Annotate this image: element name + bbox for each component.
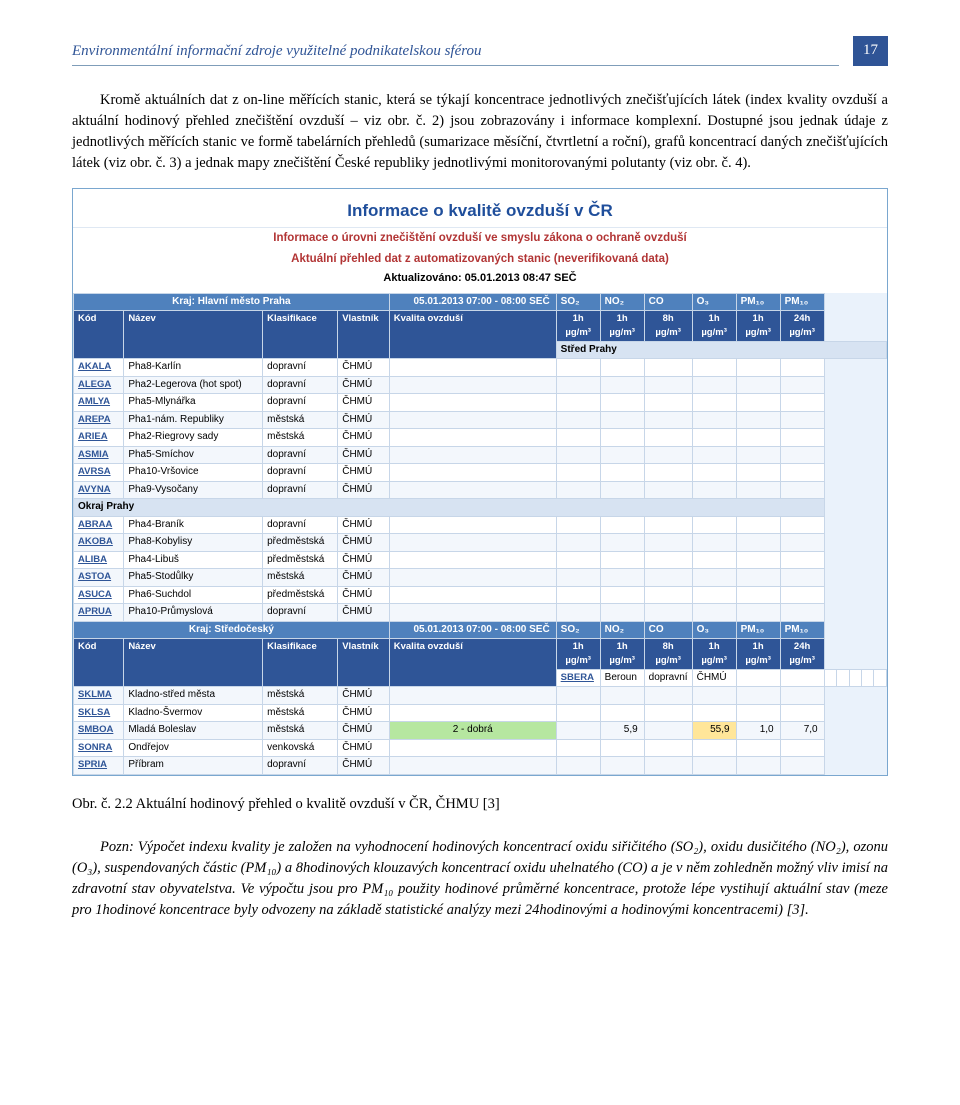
figure-caption: Obr. č. 2.2 Aktuální hodinový přehled o …: [72, 794, 888, 815]
page-number: 17: [853, 36, 888, 66]
table-row: ASTOA Pha5-Stodůlky městská ČHMÚ: [74, 569, 887, 587]
table-row: SKLMA Kladno-střed města městská ČHMÚ: [74, 687, 887, 705]
region-header: Kraj: Hlavní město Praha 05.01.2013 07:0…: [74, 293, 887, 311]
station-code-link[interactable]: AVYNA: [78, 484, 111, 495]
table-row: ABRAA Pha4-Braník dopravní ČHMÚ: [74, 516, 887, 534]
column-header: Kód Název Klasifikace Vlastník Kvalita o…: [74, 639, 887, 670]
running-header: Environmentální informační zdroje využit…: [72, 36, 888, 66]
region-header: Kraj: Středočeský 05.01.2013 07:00 - 08:…: [74, 621, 887, 639]
station-code-link[interactable]: SPRIA: [78, 759, 107, 770]
table-row: ASUCA Pha6-Suchdol předměstská ČHMÚ: [74, 586, 887, 604]
table-row: ASMIA Pha5-Smíchov dopravní ČHMÚ: [74, 446, 887, 464]
station-code-link[interactable]: SMBOA: [78, 724, 113, 735]
station-code-link[interactable]: AREPA: [78, 414, 111, 425]
station-code-link[interactable]: AVRSA: [78, 466, 111, 477]
table-row: SMBOA Mladá Boleslav městská ČHMÚ 2 - do…: [74, 722, 887, 740]
station-code-link[interactable]: AKALA: [78, 361, 111, 372]
table-row: AREPA Pha1-nám. Republiky městská ČHMÚ: [74, 411, 887, 429]
station-code-link[interactable]: ARIEA: [78, 431, 108, 442]
table-row: AMLYA Pha5-Mlynářka dopravní ČHMÚ: [74, 394, 887, 412]
table-row: AKOBA Pha8-Kobylisy předměstská ČHMÚ: [74, 534, 887, 552]
figure-updated: Aktualizováno: 05.01.2013 08:47 SEČ: [73, 270, 887, 293]
footnote: Pozn: Výpočet indexu kvality je založen …: [72, 837, 888, 921]
station-code-link[interactable]: SONRA: [78, 742, 112, 753]
figure-title: Informace o kvalitě ovzduší v ČR: [73, 189, 887, 229]
table-row: SKLSA Kladno-Švermov městská ČHMÚ: [74, 704, 887, 722]
subregion-row: Okraj Prahy: [74, 499, 887, 517]
station-code-link[interactable]: ABRAA: [78, 519, 112, 530]
table-row: AVRSA Pha10-Vršovice dopravní ČHMÚ: [74, 464, 887, 482]
table-row: SONRA Ondřejov venkovská ČHMÚ: [74, 739, 887, 757]
table-row: SPRIA Příbram dopravní ČHMÚ: [74, 757, 887, 775]
air-quality-table: Kraj: Hlavní město Praha 05.01.2013 07:0…: [73, 293, 887, 775]
station-code-link[interactable]: AKOBA: [78, 536, 113, 547]
station-code-link[interactable]: SKLMA: [78, 689, 112, 700]
table-row: AVYNA Pha9-Vysočany dopravní ČHMÚ: [74, 481, 887, 499]
table-row: ARIEA Pha2-Riegrovy sady městská ČHMÚ: [74, 429, 887, 447]
station-code-link[interactable]: SKLSA: [78, 707, 110, 718]
header-title: Environmentální informační zdroje využit…: [72, 41, 839, 66]
figure-2-2: Informace o kvalitě ovzduší v ČR Informa…: [72, 188, 888, 776]
figure-subtitle-2: Aktuální přehled dat z automatizovaných …: [73, 249, 887, 270]
table-row: APRUA Pha10-Průmyslová dopravní ČHMÚ: [74, 604, 887, 622]
figure-subtitle-1: Informace o úrovni znečištění ovzduší ve…: [73, 228, 887, 249]
paragraph-1: Kromě aktuálních dat z on-line měřících …: [72, 90, 888, 174]
table-row: AKALA Pha8-Karlín dopravní ČHMÚ: [74, 359, 887, 377]
table-row: ALEGA Pha2-Legerova (hot spot) dopravní …: [74, 376, 887, 394]
station-code-link[interactable]: ALEGA: [78, 379, 111, 390]
station-code-link[interactable]: ASMIA: [78, 449, 109, 460]
station-code-link[interactable]: APRUA: [78, 606, 112, 617]
station-code-link[interactable]: ASTOA: [78, 571, 111, 582]
station-code-link[interactable]: ASUCA: [78, 589, 112, 600]
station-code-link[interactable]: ALIBA: [78, 554, 107, 565]
station-code-link[interactable]: SBERA: [561, 672, 594, 683]
table-row: ALIBA Pha4-Libuš předměstská ČHMÚ: [74, 551, 887, 569]
column-header: Kód Název Klasifikace Vlastník Kvalita o…: [74, 311, 887, 342]
station-code-link[interactable]: AMLYA: [78, 396, 110, 407]
